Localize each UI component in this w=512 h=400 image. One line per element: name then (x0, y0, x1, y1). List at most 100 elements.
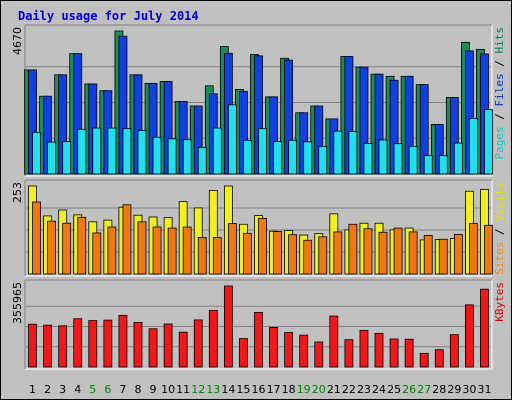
x-label-day-11: 11 (176, 383, 190, 396)
bar-pages-day-27 (423, 155, 433, 175)
bar-sites-day-17 (273, 231, 282, 275)
x-label-day-9: 9 (150, 383, 157, 396)
y-max-label-kbytes: 355965 (11, 282, 24, 324)
x-label-day-1: 1 (29, 383, 36, 396)
x-label-day-29: 29 (447, 383, 461, 396)
bar-kbytes-day-3 (58, 325, 68, 368)
bar-kbytes-day-31 (480, 288, 489, 368)
bar-sites-day-2 (47, 220, 56, 275)
bar-sites-day-4 (77, 216, 87, 275)
bar-pages-day-28 (438, 155, 448, 175)
bar-pages-day-10 (167, 138, 177, 175)
bar-sites-day-9 (152, 226, 162, 275)
bar-sites-day-22 (348, 223, 358, 275)
bar-sites-day-20 (318, 236, 328, 275)
bar-kbytes-day-2 (43, 324, 52, 368)
bar-sites-day-6 (107, 226, 117, 275)
bar-sites-day-31 (484, 224, 493, 275)
x-label-day-8: 8 (134, 383, 141, 396)
bar-sites-day-21 (333, 231, 343, 275)
bar-pages-day-1 (32, 131, 41, 175)
bar-kbytes-day-9 (148, 328, 158, 368)
bar-pages-day-30 (469, 118, 478, 175)
bar-sites-day-7 (122, 204, 132, 275)
bar-kbytes-day-25 (389, 338, 399, 368)
x-label-day-15: 15 (236, 383, 250, 396)
bar-sites-day-16 (258, 217, 267, 275)
bar-kbytes-day-28 (434, 349, 444, 368)
bar-sites-day-13 (212, 237, 222, 275)
x-label-day-30: 30 (462, 383, 476, 396)
bar-sites-day-30 (469, 223, 478, 275)
bar-pages-day-16 (258, 128, 267, 175)
bar-kbytes-day-11 (178, 331, 188, 368)
x-label-day-6: 6 (104, 383, 111, 396)
bar-sites-day-18 (288, 234, 298, 275)
x-label-day-22: 22 (342, 383, 356, 396)
bar-sites-day-19 (303, 239, 313, 275)
bar-kbytes-day-4 (73, 318, 83, 368)
bar-pages-day-25 (393, 143, 403, 175)
bar-pages-day-26 (408, 146, 418, 175)
bar-pages-day-31 (484, 109, 493, 175)
bar-pages-day-8 (137, 130, 147, 175)
legend-hits: Pages / Files / Hits (493, 27, 506, 160)
x-label-day-4: 4 (74, 383, 81, 396)
bar-kbytes-day-6 (103, 319, 113, 368)
bar-kbytes-day-29 (449, 334, 459, 368)
bar-pages-day-20 (318, 146, 328, 175)
bar-pages-day-21 (333, 130, 343, 175)
bar-sites-day-26 (408, 231, 418, 275)
bar-pages-day-4 (77, 128, 87, 175)
x-label-day-7: 7 (119, 383, 126, 396)
x-label-day-2: 2 (44, 383, 51, 396)
bar-pages-day-18 (288, 139, 298, 175)
bar-kbytes-day-12 (193, 319, 203, 368)
bar-sites-day-24 (378, 231, 388, 275)
x-label-day-24: 24 (372, 383, 386, 396)
bar-kbytes-day-21 (329, 315, 339, 368)
bar-sites-day-28 (438, 238, 448, 275)
bar-kbytes-day-5 (88, 320, 98, 368)
bar-kbytes-day-22 (344, 339, 354, 368)
bar-kbytes-day-20 (314, 341, 324, 368)
bar-pages-day-19 (303, 141, 313, 175)
bar-sites-day-1 (32, 201, 41, 275)
bar-kbytes-day-13 (208, 309, 218, 368)
x-axis-labels: 1 2 3 4 5 6 7 8 9 10 11 12 13 14 15 16 17 18 19 20 21 22 23 24 2… (29, 383, 491, 396)
bar-pages-day-2 (47, 141, 56, 175)
bar-sites-day-29 (453, 233, 463, 275)
bar-kbytes-day-7 (118, 314, 128, 368)
bar-pages-day-24 (378, 139, 388, 175)
bar-pages-day-6 (107, 127, 117, 175)
bar-pages-day-3 (62, 141, 72, 175)
bar-sites-day-25 (393, 227, 403, 275)
bar-kbytes-day-17 (269, 327, 278, 368)
bar-sites-day-3 (62, 222, 72, 275)
bar-kbytes-day-15 (239, 338, 248, 368)
bar-kbytes-day-18 (284, 332, 294, 368)
bar-sites-day-10 (167, 227, 177, 275)
bar-kbytes-day-19 (299, 334, 309, 368)
panel-hits: 4670 Pages / Files / Hits (11, 24, 506, 177)
bar-pages-day-29 (453, 142, 463, 175)
x-label-day-14: 14 (221, 383, 235, 396)
y-max-label-visits: 253 (11, 182, 24, 203)
bar-pages-day-15 (243, 139, 252, 175)
x-label-day-31: 31 (477, 383, 491, 396)
x-label-day-20: 20 (312, 383, 326, 396)
x-label-day-17: 17 (267, 383, 281, 396)
x-label-day-23: 23 (357, 383, 371, 396)
legend-visits: Sites / Visits (493, 182, 506, 275)
chart-title: Daily usage for July 2014 (18, 9, 199, 23)
bar-sites-day-23 (363, 228, 373, 275)
x-label-day-28: 28 (432, 383, 446, 396)
x-label-day-13: 13 (206, 383, 220, 396)
bar-pages-day-13 (212, 127, 222, 175)
x-label-day-19: 19 (297, 383, 311, 396)
panel-kbytes: 355965 KBytes (11, 279, 506, 370)
bar-sites-day-15 (243, 232, 252, 275)
x-label-day-26: 26 (402, 383, 416, 396)
x-label-day-3: 3 (59, 383, 66, 396)
